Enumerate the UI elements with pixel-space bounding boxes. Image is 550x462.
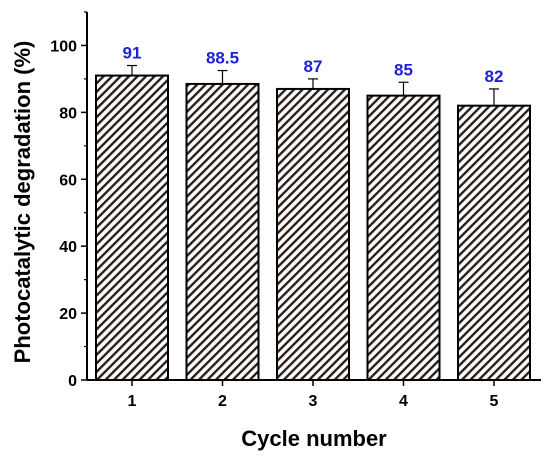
y-tick-label-80: 80 xyxy=(59,105,77,122)
data-label-3: 87 xyxy=(304,57,323,76)
y-tick-label-40: 40 xyxy=(59,239,77,256)
x-tick-label-4: 4 xyxy=(399,393,408,410)
bar-3 xyxy=(276,87,350,381)
data-label-1: 91 xyxy=(123,44,142,63)
y-tick-label-100: 100 xyxy=(50,38,77,55)
bar-2 xyxy=(185,82,260,381)
bar-5 xyxy=(457,104,531,381)
data-label-5: 82 xyxy=(485,67,504,86)
bar-1 xyxy=(95,74,169,382)
bar-4 xyxy=(366,94,441,382)
data-label-4: 85 xyxy=(394,60,413,79)
y-tick-label-20: 20 xyxy=(59,306,77,323)
x-tick-label-1: 1 xyxy=(128,393,137,410)
y-tick-label-60: 60 xyxy=(59,172,77,189)
data-label-2: 88.5 xyxy=(206,49,239,68)
y-tick-label-0: 0 xyxy=(68,373,77,390)
x-tick-label-5: 5 xyxy=(490,393,499,410)
y-axis-title: Photocatalytic degradation (%) xyxy=(10,41,35,364)
x-tick-label-2: 2 xyxy=(218,393,227,410)
x-tick-label-3: 3 xyxy=(309,393,318,410)
x-axis-title: Cycle number xyxy=(241,426,387,451)
